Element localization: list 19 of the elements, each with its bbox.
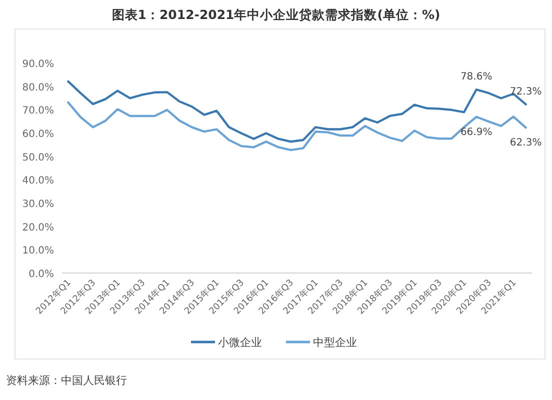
y-tick-label: 10.0% xyxy=(22,246,54,257)
y-tick-label: 90.0% xyxy=(22,59,54,70)
data-label: 66.9% xyxy=(460,126,492,138)
y-tick-label: 30.0% xyxy=(22,199,54,210)
legend-label: 小微企业 xyxy=(218,336,262,349)
中型企业: 66.9% 62.3% xyxy=(67,101,542,152)
legend-label: 中型企业 xyxy=(313,336,357,349)
y-tick-label: 70.0% xyxy=(22,106,54,117)
data-label: 62.3% xyxy=(510,138,542,149)
y-tick-label: 80.0% xyxy=(22,82,54,94)
data-label: 78.6% xyxy=(460,72,492,83)
y-tick-label: 20.0% xyxy=(22,222,54,234)
y-tick-label: 40.0% xyxy=(22,176,54,187)
chart-title: 图表1：2012-2021年中小企业贷款需求指数(单位：%) xyxy=(112,7,440,22)
text: 资料来源：中国人民银行 xyxy=(6,374,127,387)
y-tick-label: 0.0% xyxy=(28,269,54,280)
y-tick-label: 50.0% xyxy=(22,152,54,164)
y-tick-label: 60.0% xyxy=(22,129,54,140)
data-label: 72.3% xyxy=(510,86,542,98)
